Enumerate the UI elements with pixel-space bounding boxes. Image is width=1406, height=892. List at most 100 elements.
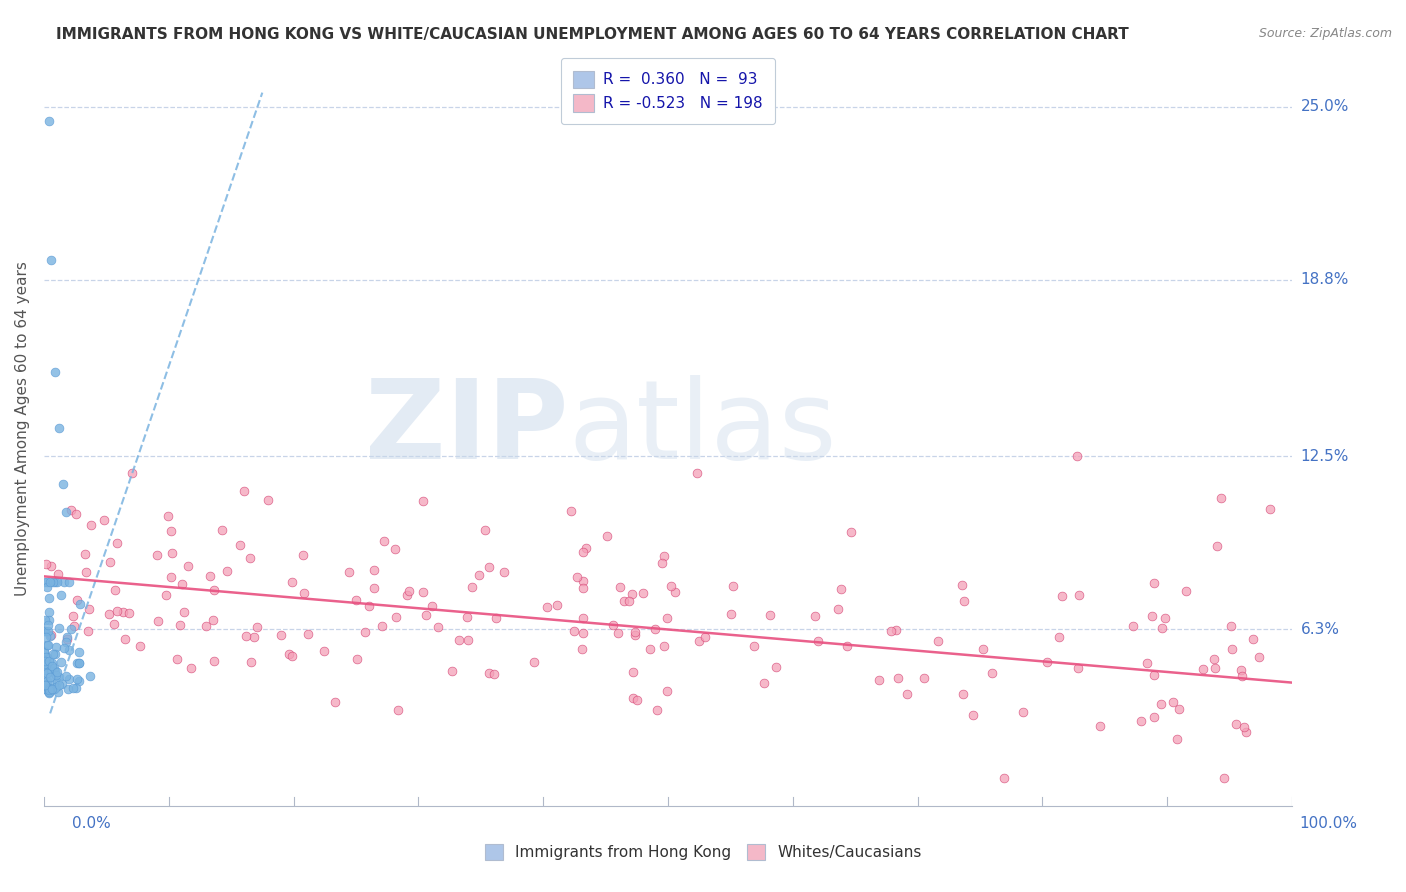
Point bbox=[38, 670, 60, 684]
Point bbox=[170, 577, 193, 591]
Point bbox=[950, 577, 973, 591]
Point bbox=[1066, 449, 1088, 463]
Y-axis label: Unemployment Among Ages 60 to 64 years: Unemployment Among Ages 60 to 64 years bbox=[15, 260, 30, 596]
Point bbox=[38, 113, 60, 128]
Point bbox=[952, 593, 974, 607]
Point bbox=[297, 626, 319, 640]
Point bbox=[633, 586, 655, 600]
Point bbox=[166, 651, 188, 665]
Point bbox=[45, 640, 67, 655]
Point bbox=[63, 619, 86, 633]
Point bbox=[602, 618, 624, 632]
Point bbox=[657, 684, 679, 698]
Point bbox=[571, 581, 593, 595]
Point bbox=[146, 548, 169, 562]
Point bbox=[1241, 632, 1264, 646]
Point bbox=[1191, 662, 1213, 676]
Point bbox=[337, 565, 360, 579]
Point bbox=[45, 668, 67, 682]
Point bbox=[1136, 656, 1159, 670]
Point bbox=[41, 656, 63, 670]
Point bbox=[39, 664, 62, 678]
Point bbox=[1152, 621, 1174, 635]
Point bbox=[839, 524, 862, 539]
Point bbox=[55, 505, 77, 519]
Point bbox=[146, 615, 169, 629]
Point bbox=[103, 617, 125, 632]
Point bbox=[384, 542, 406, 557]
Point bbox=[45, 665, 67, 680]
Point bbox=[79, 669, 101, 683]
Point bbox=[896, 687, 918, 701]
Point bbox=[93, 512, 115, 526]
Point bbox=[56, 632, 79, 646]
Point bbox=[39, 681, 62, 696]
Point bbox=[621, 665, 644, 680]
Point bbox=[344, 593, 367, 607]
Text: ZIP: ZIP bbox=[364, 375, 568, 482]
Point bbox=[440, 664, 463, 678]
Point bbox=[32, 574, 55, 589]
Point bbox=[280, 648, 302, 663]
Point bbox=[1140, 609, 1163, 624]
Point bbox=[952, 687, 974, 701]
Text: 0.0%: 0.0% bbox=[72, 816, 111, 830]
Point bbox=[34, 678, 56, 692]
Point bbox=[572, 574, 595, 588]
Point bbox=[160, 546, 183, 560]
Point bbox=[239, 551, 262, 566]
Point bbox=[474, 523, 496, 537]
Point bbox=[48, 678, 70, 692]
Point bbox=[1153, 611, 1175, 625]
Point bbox=[363, 563, 385, 577]
Point bbox=[38, 681, 60, 695]
Point bbox=[461, 580, 484, 594]
Point bbox=[58, 574, 80, 589]
Point bbox=[39, 559, 62, 574]
Point bbox=[49, 655, 72, 669]
Point bbox=[200, 569, 222, 583]
Point bbox=[651, 556, 673, 570]
Point bbox=[38, 685, 60, 699]
Point bbox=[1211, 491, 1233, 505]
Point bbox=[34, 630, 56, 644]
Point bbox=[32, 624, 55, 639]
Point bbox=[1204, 661, 1226, 675]
Point bbox=[652, 549, 675, 563]
Text: Source: ZipAtlas.com: Source: ZipAtlas.com bbox=[1258, 27, 1392, 40]
Point bbox=[215, 564, 238, 578]
Point bbox=[46, 684, 69, 698]
Point bbox=[34, 682, 56, 697]
Point bbox=[180, 661, 202, 675]
Point bbox=[572, 611, 595, 625]
Point bbox=[235, 629, 257, 643]
Point bbox=[478, 666, 501, 681]
Text: 6.3%: 6.3% bbox=[1301, 622, 1340, 637]
Point bbox=[396, 588, 419, 602]
Point bbox=[962, 708, 984, 723]
Point bbox=[494, 565, 516, 579]
Point bbox=[1222, 642, 1244, 657]
Point bbox=[993, 771, 1015, 785]
Point bbox=[478, 559, 501, 574]
Point bbox=[1213, 771, 1236, 785]
Point bbox=[44, 664, 66, 678]
Point bbox=[35, 665, 58, 680]
Point bbox=[412, 494, 434, 508]
Point bbox=[657, 611, 679, 625]
Point bbox=[270, 628, 292, 642]
Point bbox=[624, 624, 647, 639]
Point bbox=[645, 703, 668, 717]
Text: 25.0%: 25.0% bbox=[1301, 99, 1348, 114]
Point bbox=[412, 584, 434, 599]
Point bbox=[34, 679, 56, 693]
Point bbox=[39, 673, 62, 687]
Point bbox=[42, 647, 65, 661]
Point bbox=[41, 659, 63, 673]
Point bbox=[659, 579, 682, 593]
Point bbox=[830, 582, 852, 597]
Point bbox=[114, 632, 136, 646]
Point bbox=[609, 580, 631, 594]
Point bbox=[37, 624, 59, 638]
Point bbox=[159, 524, 181, 538]
